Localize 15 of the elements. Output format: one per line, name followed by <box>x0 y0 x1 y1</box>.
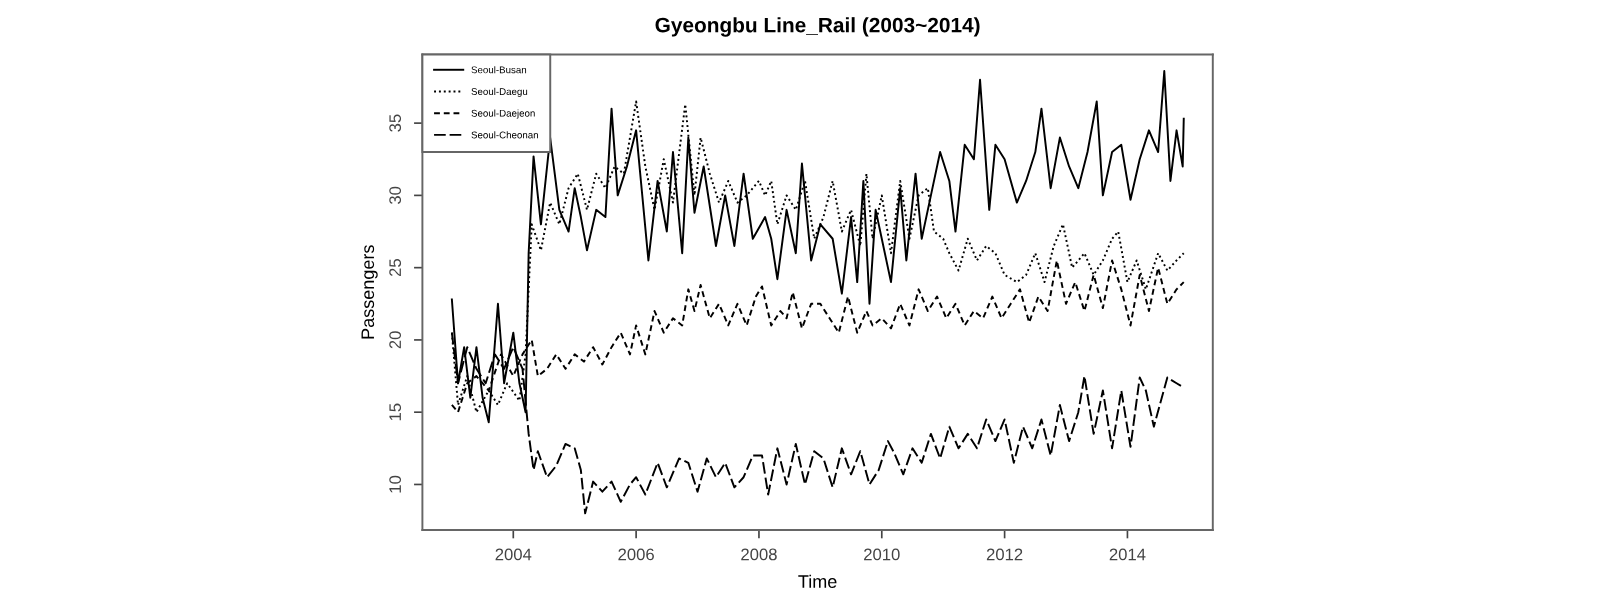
x-tick-label: 2010 <box>864 548 900 561</box>
y-tick-label: 15 <box>389 403 402 421</box>
x-tick-label: 2006 <box>618 548 654 561</box>
x-tick-label: 2012 <box>986 548 1023 561</box>
x-tick-label: 2014 <box>1109 548 1146 561</box>
x-axis-title: Time <box>798 574 837 588</box>
y-tick-label: 35 <box>389 114 402 132</box>
y-axis-title: Passengers <box>361 245 378 339</box>
chart-title: Gyeongbu Line_Rail (2003~2014) <box>655 17 980 37</box>
x-tick-label: 2008 <box>741 548 777 561</box>
x-tick-label: 2004 <box>495 548 532 561</box>
y-tick-label: 10 <box>389 475 402 493</box>
y-tick-label: 20 <box>389 331 402 349</box>
y-tick-label: 30 <box>389 186 402 205</box>
y-tick-label: 25 <box>389 259 402 277</box>
